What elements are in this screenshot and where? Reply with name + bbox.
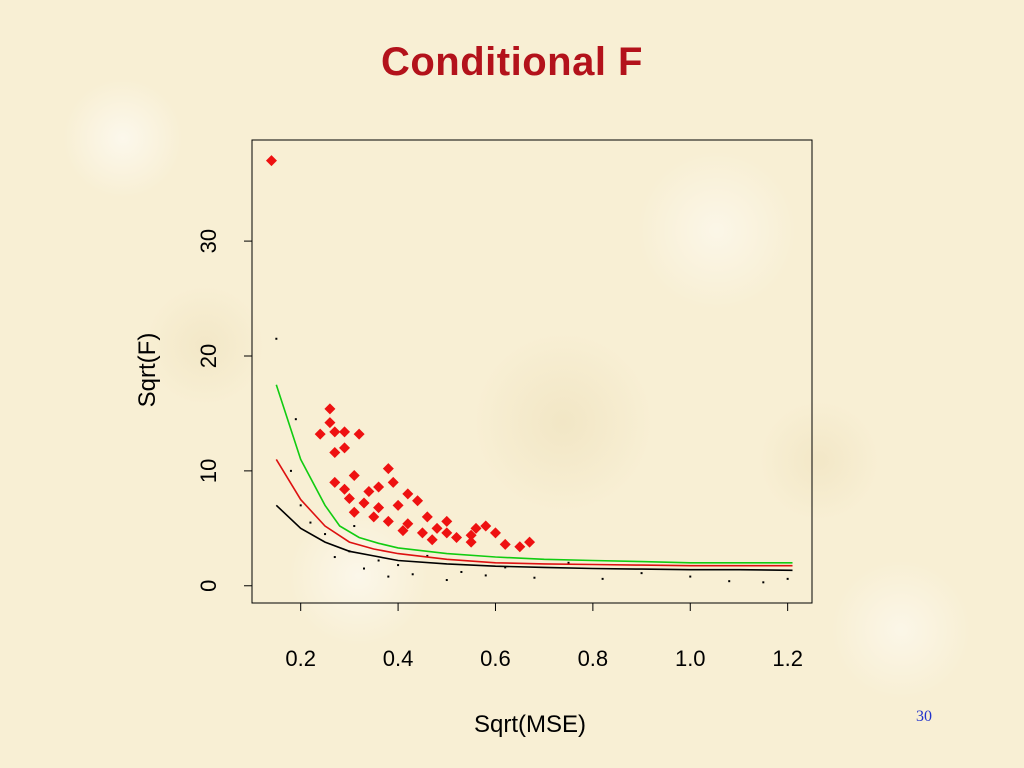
series-1-point-17 (343, 492, 355, 504)
series-0-point-19 (533, 576, 536, 579)
series-1-point-0 (265, 155, 277, 167)
series-1-point-23 (368, 511, 380, 523)
series-0-point-23 (689, 575, 692, 578)
series-1-point-34 (465, 529, 477, 541)
series-1-point-9 (348, 469, 360, 481)
y-tick-label-3: 30 (196, 229, 221, 253)
series-0-point-4 (309, 521, 312, 524)
series-1-point-10 (329, 476, 341, 488)
x-tick-label-2: 0.6 (480, 646, 511, 671)
series-0-point-0 (275, 337, 278, 340)
series-1-point-12 (373, 481, 385, 493)
series-1-point-1 (324, 403, 336, 415)
series-0-point-9 (363, 567, 365, 570)
series-1-point-5 (339, 426, 351, 438)
series-0-point-21 (601, 577, 604, 580)
page-number: 30 (916, 708, 932, 725)
series-1-point-32 (426, 534, 438, 546)
series-3-line (275, 458, 793, 567)
series-0-point-5 (324, 533, 327, 536)
x-tick-label-4: 1.0 (675, 646, 706, 671)
series-1-point-33 (441, 515, 453, 527)
series-1-point-20 (392, 499, 404, 511)
series-1-point-24 (382, 515, 394, 527)
series-1-point-26 (421, 511, 433, 523)
series-1-point-29 (431, 522, 443, 534)
series-1-point-36 (470, 522, 482, 534)
series-0-point-12 (397, 564, 400, 567)
series-2-line (275, 504, 793, 572)
series-1-point-28 (416, 527, 428, 539)
y-tick-label-1: 10 (196, 459, 221, 483)
chart-marks (265, 155, 793, 584)
series-0-point-13 (411, 573, 414, 576)
series-1-point-31 (451, 532, 463, 544)
series-0-point-11 (387, 575, 390, 578)
series-0-point-3 (299, 504, 302, 507)
series-1-point-2 (324, 417, 336, 429)
series-0-point-17 (484, 574, 487, 577)
series-1-point-3 (329, 426, 341, 438)
series-1-point-25 (402, 518, 414, 530)
series-0-point-16 (460, 570, 463, 573)
chart-axes: 0.2 0.4 0.6 0.8 1.0 1.2 0 10 20 30 (196, 229, 803, 671)
series-1-point-19 (373, 502, 385, 514)
series-1-point-18 (358, 497, 370, 509)
series-1-point-13 (387, 476, 399, 488)
x-tick-label-3: 0.8 (578, 646, 609, 671)
series-1-point-16 (402, 488, 414, 500)
series-4-line (275, 384, 793, 564)
series-1-point-35 (480, 520, 492, 532)
series-1-point-38 (465, 536, 477, 548)
series-0-point-18 (504, 566, 507, 569)
y-tick-label-2: 20 (196, 344, 221, 368)
series-1-point-40 (514, 541, 526, 553)
series-1-point-14 (339, 483, 351, 495)
series-0-point-24 (728, 580, 731, 583)
series-0-point-25 (762, 581, 765, 584)
series-0-point-2 (289, 469, 292, 472)
series-1-point-41 (524, 536, 536, 548)
y-tick-label-0: 0 (196, 580, 221, 592)
series-0-point-10 (377, 559, 380, 562)
slide-title: Conditional F (380, 40, 643, 84)
series-1-point-7 (339, 442, 351, 454)
series-0-point-6 (333, 556, 336, 559)
series-0-point-15 (445, 579, 448, 582)
series-1-point-4 (314, 428, 326, 440)
series-0-point-22 (640, 572, 643, 575)
series-1-point-22 (348, 506, 360, 518)
series-0-point-14 (426, 554, 429, 557)
y-axis-label: Sqrt(F) (134, 333, 161, 408)
series-1-point-8 (329, 446, 341, 458)
series-0-point-8 (353, 525, 356, 528)
series-1-point-39 (499, 538, 511, 550)
x-tick-label-1: 0.4 (383, 646, 414, 671)
x-axis-label: Sqrt(MSE) (474, 711, 586, 738)
series-1-point-6 (353, 428, 365, 440)
series-1-point-11 (382, 463, 394, 475)
series-1-point-15 (363, 486, 375, 498)
series-0-point-26 (786, 577, 789, 580)
series-1-point-21 (412, 495, 424, 507)
series-0-point-20 (567, 561, 570, 564)
series-1-point-30 (441, 527, 453, 539)
x-tick-label-0: 0.2 (285, 646, 316, 671)
x-tick-label-5: 1.2 (772, 646, 803, 671)
series-1-point-37 (489, 527, 501, 539)
series-0-point-1 (294, 418, 297, 421)
series-1-point-27 (397, 525, 409, 537)
